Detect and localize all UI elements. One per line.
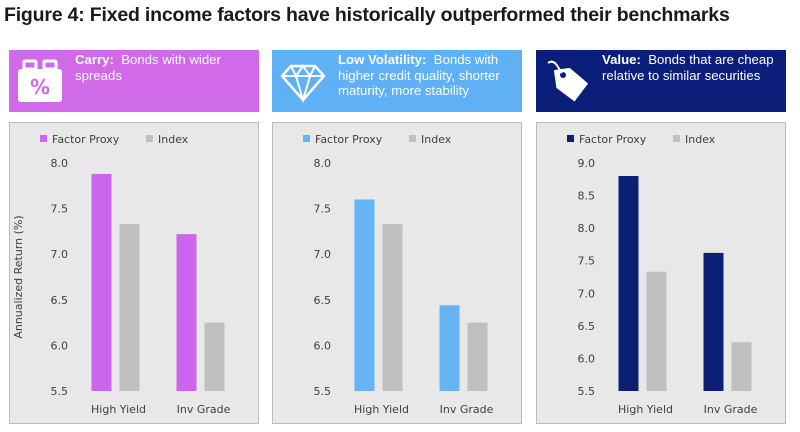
bar-1-0 [176,234,197,391]
carry-header: % Carry: Bonds with wider spreads [9,50,259,112]
value-name: Value: [602,52,641,67]
legend-swatch-1 [409,135,416,142]
y-tick-label-5: 8.0 [51,157,69,170]
low-volatility-column: Low Volatility: Bonds with higher credit… [272,50,522,424]
y-tick-label-7: 9.0 [578,157,596,170]
bar-0-1 [119,224,140,391]
low-volatility-text: Bonds with higher credit quality, shorte… [338,52,500,98]
legend-label-1: Index [421,133,452,146]
value-column: Value: Bonds that are cheap relative to … [536,50,786,424]
y-tick-label-3: 7.0 [51,248,69,261]
bar-1-1 [467,322,488,391]
carry-description: Carry: Bonds with wider spreads [75,52,255,83]
y-tick-label-3: 7.0 [314,248,332,261]
y-tick-label-0: 5.5 [51,385,69,398]
value-chart-panel: Factor Proxy Index 5.5 6.0 6.5 7.0 7.5 8.0 8.5 9.… [536,122,786,424]
bar-0-0 [91,173,112,391]
carry-chart: Factor Proxy Index 5.5 6.0 6.5 7.0 7.5 8.0 Annua… [12,133,231,416]
y-tick-label-2: 6.5 [51,294,69,307]
bar-1-1 [731,342,752,391]
y-axis-label: Annualized Return (%) [12,215,25,338]
y-tick-label-0: 5.5 [578,385,596,398]
value-chart: Factor Proxy Index 5.5 6.0 6.5 7.0 7.5 8.0 8.5 9.… [567,133,758,416]
x-tick-label-1: Inv Grade [440,403,494,416]
x-tick-label-0: High Yield [618,403,673,416]
low-volatility-name: Low Volatility: [338,52,427,67]
legend-label-0: Factor Proxy [579,133,647,146]
bar-0-0 [618,176,639,391]
carry-text: Bonds with wider spreads [75,52,221,83]
y-tick-label-4: 7.5 [51,203,69,216]
bar-1-0 [703,252,724,391]
diamond-icon [280,64,326,104]
x-tick-label-1: Inv Grade [704,403,758,416]
low-volatility-chart-panel: Factor Proxy Index 5.5 6.0 6.5 7.0 7.5 8.0 High … [272,122,522,424]
x-tick-label-0: High Yield [354,403,409,416]
y-tick-label-4: 7.5 [578,255,596,268]
y-tick-label-1: 6.0 [578,352,596,365]
bar-1-0 [439,305,460,391]
value-text: Bonds that are cheap relative to similar… [602,52,774,83]
legend-swatch-0 [567,135,574,142]
carry-column: % Carry: Bonds with wider spreads Factor… [9,50,259,424]
y-tick-label-1: 6.0 [314,339,332,352]
bar-0-1 [382,224,403,391]
x-tick-label-0: High Yield [91,403,146,416]
svg-text:%: % [30,75,50,99]
legend-swatch-0 [40,135,47,142]
y-tick-label-0: 5.5 [314,385,332,398]
y-tick-label-1: 6.0 [51,339,69,352]
legend-swatch-1 [673,135,680,142]
bar-1-1 [204,322,225,391]
y-tick-label-5: 8.0 [578,222,596,235]
value-description: Value: Bonds that are cheap relative to … [602,52,782,83]
value-header: Value: Bonds that are cheap relative to … [536,50,786,112]
y-tick-label-5: 8.0 [314,157,332,170]
price-tag-icon [547,60,589,102]
bar-0-0 [354,199,375,391]
legend-label-0: Factor Proxy [315,133,383,146]
briefcase-percent-icon: % [18,59,62,102]
y-tick-label-6: 8.5 [578,190,596,203]
y-tick-label-3: 7.0 [578,287,596,300]
legend-swatch-1 [146,135,153,142]
legend-swatch-0 [303,135,310,142]
x-tick-label-1: Inv Grade [177,403,231,416]
legend-label-0: Factor Proxy [52,133,120,146]
legend-label-1: Index [685,133,716,146]
y-tick-label-2: 6.5 [578,320,596,333]
legend-label-1: Index [158,133,189,146]
low-volatility-header: Low Volatility: Bonds with higher credit… [272,50,522,112]
figure-title: Figure 4: Fixed income factors have hist… [4,4,730,26]
y-tick-label-2: 6.5 [314,294,332,307]
low-volatility-chart: Factor Proxy Index 5.5 6.0 6.5 7.0 7.5 8.0 High … [303,133,494,416]
y-tick-label-4: 7.5 [314,203,332,216]
bar-0-1 [646,271,667,391]
carry-name: Carry: [75,52,114,67]
carry-chart-panel: Factor Proxy Index 5.5 6.0 6.5 7.0 7.5 8.0 Annua… [9,122,259,424]
low-volatility-description: Low Volatility: Bonds with higher credit… [338,52,518,99]
